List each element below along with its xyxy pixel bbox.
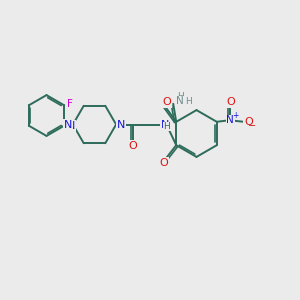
Text: N: N [160,119,169,130]
Text: O: O [244,117,253,127]
Text: H: H [177,92,184,101]
Text: O: O [163,97,172,107]
Text: N: N [116,119,125,130]
Text: −: − [248,121,256,131]
Text: H: H [185,97,192,106]
Text: N: N [176,96,184,106]
Text: +: + [232,111,239,120]
Text: O: O [128,141,137,151]
Text: N: N [67,121,75,131]
Text: H: H [164,122,170,131]
Text: O: O [226,97,235,107]
Text: N: N [226,115,234,125]
Text: N: N [64,119,73,130]
Text: O: O [160,158,169,168]
Text: F: F [67,99,73,109]
